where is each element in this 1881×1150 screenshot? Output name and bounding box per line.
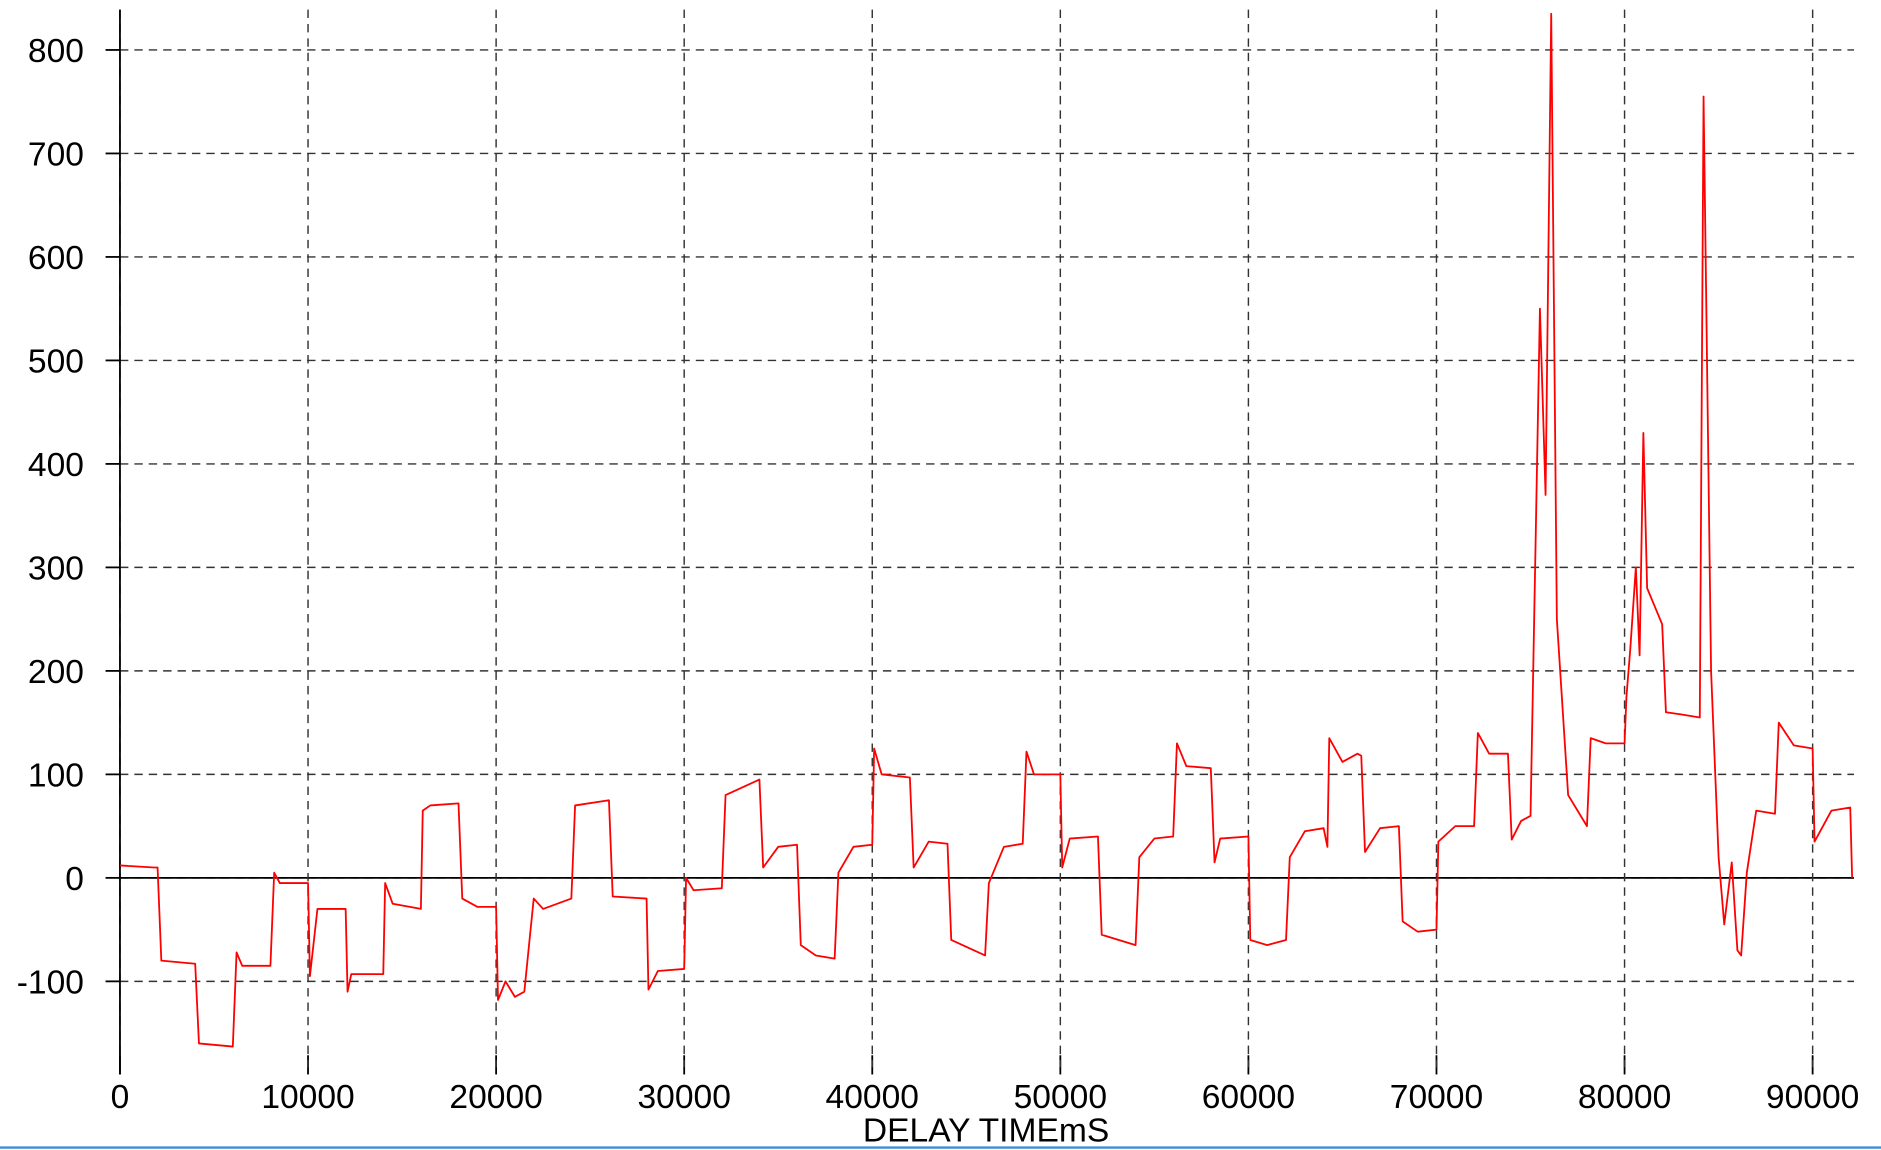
y-tick-label: 500: [28, 343, 84, 380]
y-tick-label: 300: [28, 550, 84, 587]
y-tick-label: -100: [17, 964, 84, 1001]
y-tick-label: 0: [65, 861, 84, 898]
x-tick-label: 90000: [1766, 1079, 1859, 1116]
y-tick-label: 200: [28, 654, 84, 691]
y-tick-label: 400: [28, 447, 84, 484]
x-tick-label: 10000: [261, 1079, 354, 1116]
x-tick-label: 20000: [449, 1079, 542, 1116]
x-tick-label: 0: [111, 1079, 130, 1116]
x-axis-label: DELAY TIMEmS: [863, 1113, 1109, 1150]
x-tick-label: 30000: [637, 1079, 730, 1116]
y-tick-label: 100: [28, 757, 84, 794]
y-tick-label: 700: [28, 136, 84, 173]
x-tick-label: 80000: [1578, 1079, 1671, 1116]
x-tick-label: 40000: [826, 1079, 919, 1116]
y-tick-label: 800: [28, 33, 84, 70]
x-tick-label: 60000: [1202, 1079, 1295, 1116]
x-tick-label: 70000: [1390, 1079, 1483, 1116]
data-line: [119, 12, 1854, 1048]
y-tick-label: 600: [28, 240, 84, 277]
x-tick-label: 50000: [1014, 1079, 1107, 1116]
